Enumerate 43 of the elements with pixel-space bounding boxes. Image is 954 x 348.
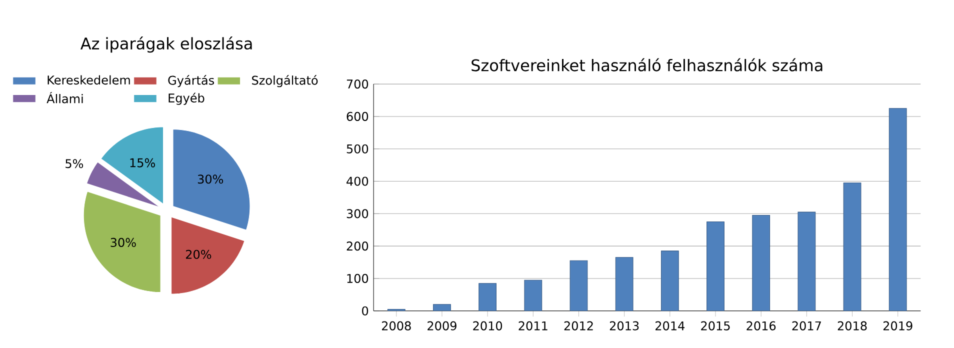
bar (478, 282, 497, 311)
y-tick-label: 100 (347, 274, 368, 283)
bar (570, 260, 588, 311)
x-tick-label: 2011 (518, 321, 548, 330)
bar (752, 214, 770, 311)
legend-label: Állami (46, 92, 83, 104)
y-tick-label: 400 (346, 176, 368, 186)
legend-label: Kereskedelem (48, 75, 130, 84)
legend-label: Szolgáltató (252, 74, 318, 88)
bar (706, 221, 724, 311)
bar (660, 250, 679, 311)
bar (433, 304, 451, 311)
x-tick-label: 2008 (382, 321, 411, 330)
bar (888, 108, 907, 311)
data-label: 20% (186, 250, 212, 259)
bar (615, 257, 634, 311)
y-tick-label: 500 (346, 144, 368, 154)
x-tick-label: 2016 (746, 321, 776, 330)
x-tick-label: 2014 (656, 321, 685, 330)
y-tick-label: 200 (346, 241, 368, 250)
x-tick-label: 2017 (792, 321, 821, 330)
x-tick-label: 2019 (883, 321, 912, 330)
bar (843, 182, 862, 311)
bar (798, 212, 816, 311)
y-tick-label: 300 (346, 209, 368, 218)
legend-label: Egyéb (168, 92, 204, 105)
x-tick-label: 2010 (473, 321, 502, 330)
y-tick-label: 700 (346, 79, 368, 88)
y-tick-label: 0 (362, 306, 368, 316)
chart-title: Az iparágak eloszlása (80, 36, 252, 53)
chart-title: Szoftvereinket használó felhasználók száma (472, 58, 822, 72)
x-tick-label: 2018 (838, 321, 867, 330)
data-label: 15% (130, 158, 156, 168)
x-tick-label: 2012 (564, 321, 593, 330)
legend-label: Gyártás (168, 74, 214, 88)
x-tick-label: 2009 (428, 321, 456, 330)
x-tick-label: 2013 (610, 321, 639, 330)
y-tick-label: 600 (346, 112, 368, 121)
data-label: 30% (110, 238, 136, 247)
data-label: 30% (198, 174, 224, 184)
bar (524, 280, 542, 311)
x-tick-label: 2015 (701, 321, 730, 330)
data-label: 5% (66, 158, 84, 168)
